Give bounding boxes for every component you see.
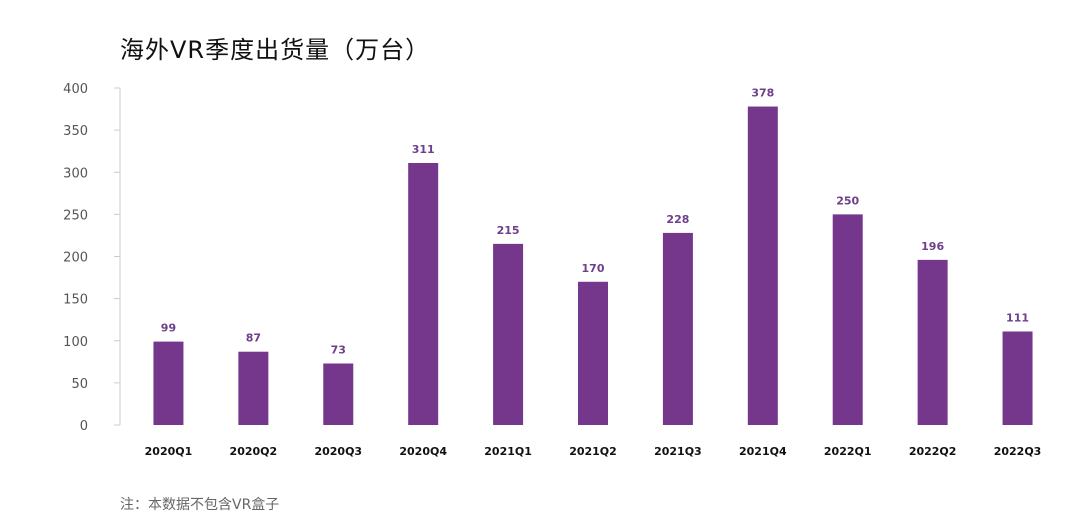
y-tick-label: 350 [63,124,88,139]
bar [153,341,184,425]
x-tick-label: 2020Q3 [314,445,362,458]
x-tick-label: 2022Q2 [909,445,957,458]
bar [493,243,524,425]
data-label: 87 [246,332,261,345]
data-label: 99 [161,322,176,335]
y-tick-label: 200 [63,251,88,266]
x-tick-label: 2021Q3 [654,445,702,458]
x-tick-label: 2021Q4 [739,445,787,458]
bar [323,363,354,425]
bar [578,281,608,425]
data-label: 228 [666,213,689,226]
bars: 99 2020Q1 87 2020Q2 73 2020Q3 311 2020Q4 215 2021… [145,87,1042,458]
x-tick-label: 2021Q2 [569,445,617,458]
chart-title: 海外VR季度出货量（万台） [120,36,431,64]
y-tick-label: 400 [63,82,88,97]
bar [238,351,269,425]
x-tick-label: 2020Q2 [230,445,278,458]
y-tick-label: 300 [63,166,88,181]
data-label: 215 [497,224,520,237]
data-label: 250 [836,194,859,207]
bar [1002,331,1033,425]
bar [832,214,863,425]
x-tick-label: 2021Q1 [484,445,532,458]
data-label: 196 [921,240,944,253]
data-label: 378 [751,87,774,100]
data-label: 73 [331,343,346,356]
x-tick-label: 2022Q3 [994,445,1042,458]
x-tick-label: 2020Q4 [399,445,447,458]
y-axis-ticks: 0 50 100 150 200 250 300 350 400 [63,82,120,434]
bar [408,162,439,426]
bar [747,106,778,425]
data-label: 111 [1006,311,1029,324]
y-tick-label: 150 [63,293,88,308]
data-label: 170 [582,262,605,275]
y-tick-label: 50 [71,377,88,392]
x-tick-label: 2022Q1 [824,445,872,458]
y-tick-label: 0 [80,419,88,434]
x-tick-label: 2020Q1 [145,445,193,458]
bar [662,232,693,425]
chart-note: 注：本数据不包含VR盒子 [120,497,280,513]
y-tick-label: 100 [63,335,88,350]
bar [917,259,948,425]
data-label: 311 [412,143,435,156]
y-tick-label: 250 [63,208,88,223]
